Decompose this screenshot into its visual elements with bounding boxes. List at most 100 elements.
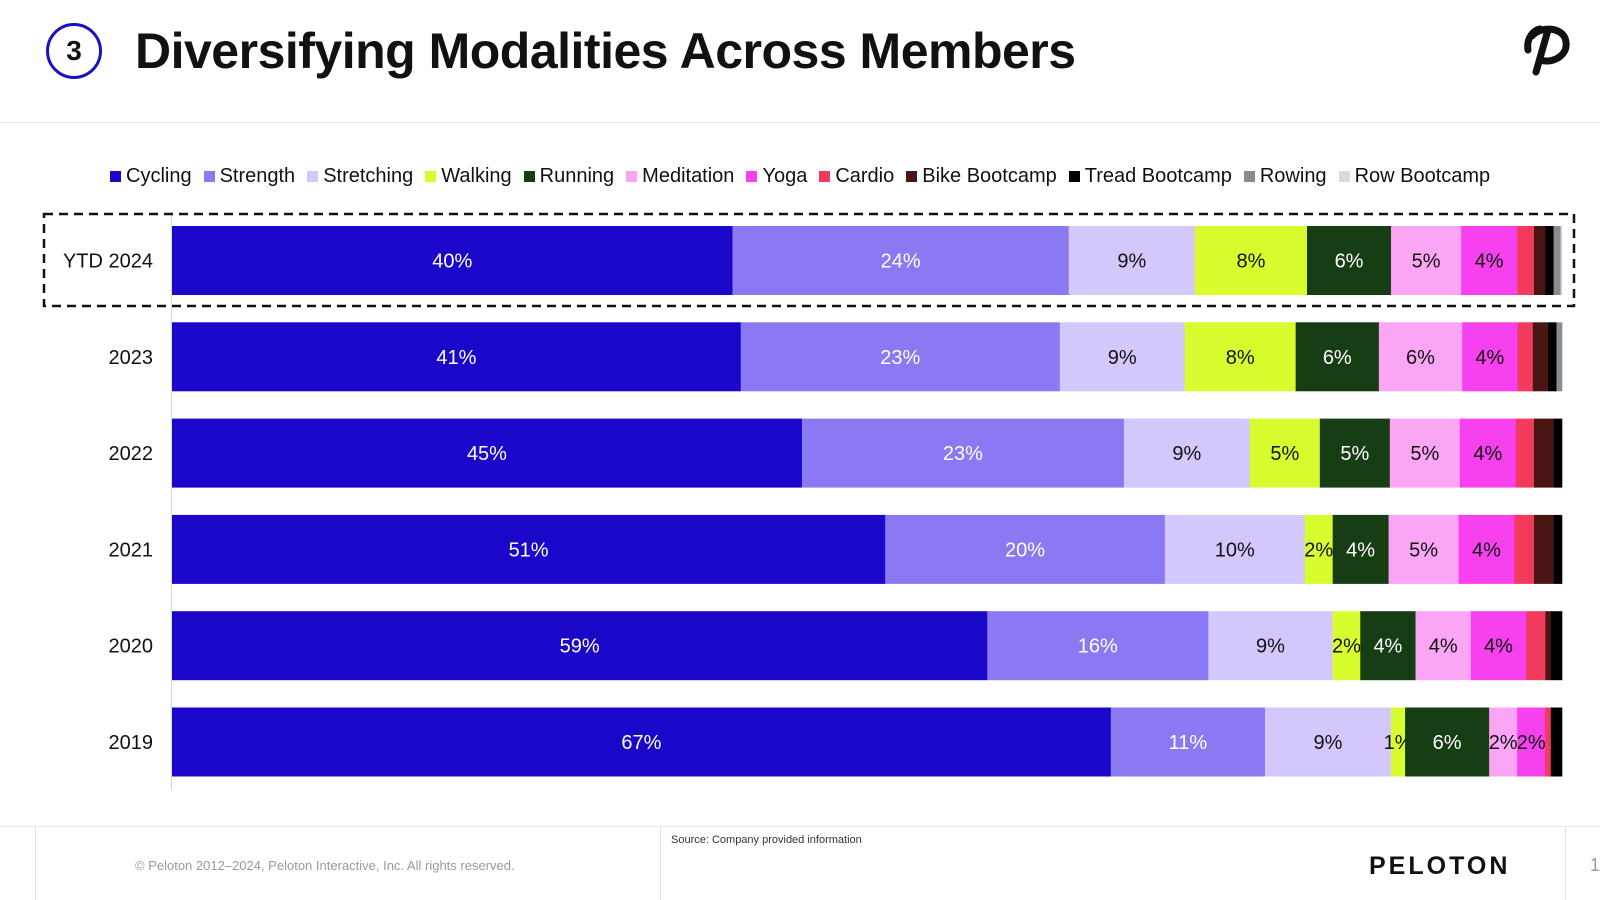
- bar-row-2020: 59% 16% 9% 2% 4% 4% 4%: [172, 611, 1563, 681]
- bar-segment-running: [1306, 226, 1392, 295]
- bar-segment-cardio: [1545, 707, 1552, 777]
- bar-segment-strength: [740, 322, 1061, 392]
- data-label: 4%: [1473, 443, 1502, 465]
- data-label: 9%: [1117, 251, 1146, 273]
- bar-segment-cycling: [172, 322, 742, 392]
- data-label: 4%: [1472, 539, 1501, 561]
- data-label: 16%: [1078, 636, 1118, 658]
- data-label: 11%: [1169, 732, 1208, 754]
- source-note: Source: Company provided information: [671, 834, 862, 846]
- bar-segment-stretching: [1164, 514, 1305, 584]
- bar-segment-bike-bootcamp: [1534, 514, 1554, 584]
- legend-label: Strength: [219, 164, 296, 187]
- data-label: 8%: [1236, 251, 1265, 273]
- data-label: 2%: [1489, 732, 1518, 754]
- data-label: 4%: [1429, 636, 1458, 658]
- section-number-badge: 3: [46, 23, 102, 79]
- bar-segment-stretching: [1264, 707, 1392, 777]
- bar-segment-running: [1360, 611, 1416, 681]
- bar-segment-bike-bootcamp: [1533, 226, 1546, 295]
- bar-segment-yoga: [1461, 226, 1518, 295]
- data-label: 5%: [1409, 539, 1438, 561]
- data-label: 5%: [1410, 443, 1439, 465]
- bar-segment-cardio: [1517, 226, 1535, 295]
- data-label: 2%: [1517, 732, 1546, 754]
- bar-segment-yoga: [1470, 611, 1527, 681]
- legend-item-running: Running: [523, 165, 614, 188]
- data-label: 6%: [1335, 251, 1364, 273]
- legend-item-stretching: Stretching: [307, 165, 413, 188]
- page-title: Diversifying Modalities Across Members: [135, 23, 1076, 79]
- legend-label: Meditation: [642, 164, 735, 187]
- data-label: 40%: [432, 251, 472, 273]
- data-label: 4%: [1475, 251, 1504, 273]
- footer-divider-middle: [660, 826, 661, 900]
- category-label: 2019: [109, 732, 154, 754]
- bar-segment-running: [1295, 322, 1380, 392]
- bar-segment-strength: [732, 226, 1070, 295]
- bar-segment-yoga: [1462, 322, 1518, 392]
- stacked-bar-chart: 40% 24% 9% 8% 6% 5% 4% YTD 2024 41% 23% 9% 8% 6% 6% 4%…: [42, 212, 1576, 791]
- bar-segment-meditation: [1489, 707, 1518, 777]
- bar-segment-yoga: [1517, 707, 1546, 777]
- bar-segment-walking: [1184, 322, 1296, 392]
- highlight-box: [42, 212, 1576, 308]
- category-label: 2022: [109, 443, 154, 465]
- bar-segment-bike-bootcamp: [1545, 611, 1552, 681]
- legend-label: Bike Bootcamp: [922, 164, 1057, 187]
- bar-segment-walking: [1332, 611, 1361, 681]
- legend-label: Row Bootcamp: [1354, 164, 1491, 187]
- data-label: 9%: [1172, 443, 1201, 465]
- legend-label: Cardio: [835, 164, 895, 187]
- legend-item-meditation: Meditation: [626, 165, 734, 188]
- data-label: 41%: [436, 347, 476, 369]
- legend-swatch: [626, 170, 638, 182]
- bar-segment-tread-bootcamp: [1550, 611, 1563, 681]
- data-label: 9%: [1314, 732, 1343, 754]
- bar-segment-cardio: [1515, 418, 1535, 488]
- bar-row-2023: 41% 23% 9% 8% 6% 6% 4%: [172, 322, 1563, 392]
- legend-item-tread-bootcamp: Tread Bootcamp: [1068, 165, 1232, 188]
- legend-item-yoga: Yoga: [746, 165, 807, 188]
- bar-segment-rowing: [1556, 322, 1563, 392]
- bar-segment-cycling: [172, 226, 733, 295]
- page-number: 1: [1590, 855, 1600, 875]
- data-label: 4%: [1346, 539, 1375, 561]
- legend-item-bike-bootcamp: Bike Bootcamp: [906, 165, 1057, 188]
- data-label: 23%: [943, 443, 983, 465]
- data-label: 2%: [1332, 636, 1361, 658]
- footer-divider-left: [35, 826, 36, 900]
- legend-label: Walking: [441, 164, 512, 187]
- bar-segment-cycling: [172, 707, 1112, 777]
- footer-divider-right: [1565, 826, 1566, 900]
- bar-segment-bike-bootcamp: [1534, 418, 1554, 488]
- data-label: 20%: [1005, 539, 1045, 561]
- bar-segment-yoga: [1458, 514, 1515, 584]
- bar-segment-strength: [801, 418, 1125, 488]
- bar-segment-cardio: [1526, 611, 1546, 681]
- bar-segment-bike-bootcamp: [1532, 322, 1549, 392]
- bar-segment-strength: [1110, 707, 1266, 777]
- bar-segment-meditation: [1378, 322, 1463, 392]
- legend-swatch: [203, 170, 215, 182]
- chart-legend: Cycling Strength Stretching Walking Running M…: [110, 163, 1502, 189]
- copyright-text: © Peloton 2012–2024, Peloton Interactive…: [135, 858, 515, 873]
- data-label: 9%: [1108, 347, 1137, 369]
- category-label: 2020: [109, 636, 154, 658]
- data-label: 51%: [509, 539, 549, 561]
- bar-segment-walking: [1391, 707, 1406, 777]
- legend-label: Cycling: [126, 164, 192, 187]
- legend-item-strength: Strength: [203, 164, 296, 188]
- bar-row-2021: 51% 20% 10% 2% 4% 5% 4%: [172, 514, 1563, 584]
- bar-segment-tread-bootcamp: [1548, 322, 1557, 392]
- legend-swatch: [425, 170, 437, 182]
- data-label: 10%: [1215, 539, 1255, 561]
- bar-segment-tread-bootcamp: [1553, 514, 1563, 584]
- bar-segment-tread-bootcamp: [1545, 226, 1554, 295]
- legend-item-row-bootcamp: Row Bootcamp: [1338, 164, 1491, 188]
- bar-segment-walking: [1194, 226, 1308, 295]
- bar-segment-stretching: [1068, 226, 1196, 295]
- bar-segment-cardio: [1514, 514, 1535, 584]
- data-label: 5%: [1412, 251, 1441, 273]
- legend-swatch: [307, 170, 319, 182]
